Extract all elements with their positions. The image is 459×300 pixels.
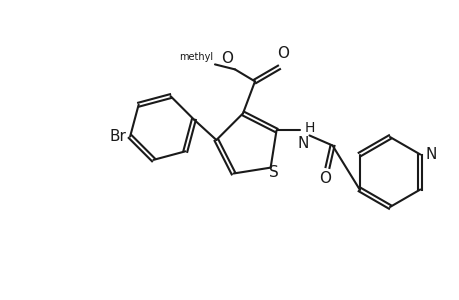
Text: H: H [304,122,314,136]
Text: N: N [425,147,436,162]
Text: N: N [297,136,308,152]
Text: methyl: methyl [179,52,213,62]
Text: O: O [220,51,233,66]
Text: S: S [268,165,278,180]
Text: O: O [276,46,288,62]
Text: Br: Br [109,129,126,144]
Text: O: O [319,172,331,187]
